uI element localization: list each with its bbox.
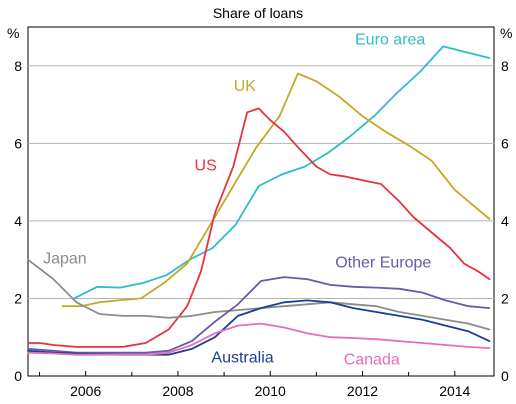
- y-tick-label-left: 6: [14, 135, 22, 151]
- x-tick-label: 2014: [439, 383, 470, 399]
- y-tick-label-right: 4: [501, 213, 509, 229]
- series-label-euro-area: Euro area: [355, 31, 425, 48]
- series-label-canada: Canada: [344, 351, 400, 368]
- series-label-japan: Japan: [43, 251, 87, 268]
- y-tick-label-right: 8: [501, 58, 509, 74]
- y-unit-right: %: [500, 25, 512, 41]
- series-label-uk: UK: [234, 78, 257, 95]
- y-tick-label-right: 0: [501, 368, 509, 384]
- series-line-euro-area: [73, 45, 491, 300]
- x-tick-label: 2010: [255, 383, 286, 399]
- series-group: [27, 45, 491, 356]
- series-label-us: US: [195, 157, 217, 174]
- y-tick-label-right: 2: [501, 290, 509, 306]
- y-tick-label-left: 8: [14, 58, 22, 74]
- x-tick-label: 2006: [70, 383, 101, 399]
- gridlines: [28, 65, 494, 299]
- y-tick-label-left: 4: [14, 213, 22, 229]
- y-tick-label-right: 6: [501, 135, 509, 151]
- series-line-uk: [61, 72, 491, 308]
- y-unit-left: %: [7, 25, 19, 41]
- series-line-other-europe: [27, 276, 491, 354]
- labels-group: Euro area UK US Japan Other Europe Australia C…: [43, 31, 431, 368]
- x-tick-label: 2012: [347, 383, 378, 399]
- plot-frame: [27, 26, 495, 377]
- chart-title: Share of loans: [213, 5, 303, 21]
- series-line-canada: [27, 322, 491, 356]
- series-label-other-europe: Other Europe: [335, 254, 431, 271]
- y-tick-label-left: 2: [14, 290, 22, 306]
- x-tick-label: 2008: [162, 383, 193, 399]
- series-label-australia: Australia: [211, 349, 273, 366]
- ticks-group: 0 0 2 2 4 4 6 6 8 8 2006 2008 2010 2012 2014: [14, 58, 509, 399]
- y-tick-label-left: 0: [14, 368, 22, 384]
- series-line-us: [27, 107, 491, 348]
